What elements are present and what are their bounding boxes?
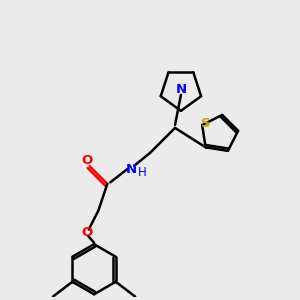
Text: N: N <box>176 83 187 96</box>
Text: O: O <box>82 154 93 167</box>
Text: S: S <box>201 117 211 130</box>
Text: N: N <box>125 163 136 176</box>
Text: H: H <box>138 166 146 179</box>
Text: O: O <box>81 226 92 239</box>
